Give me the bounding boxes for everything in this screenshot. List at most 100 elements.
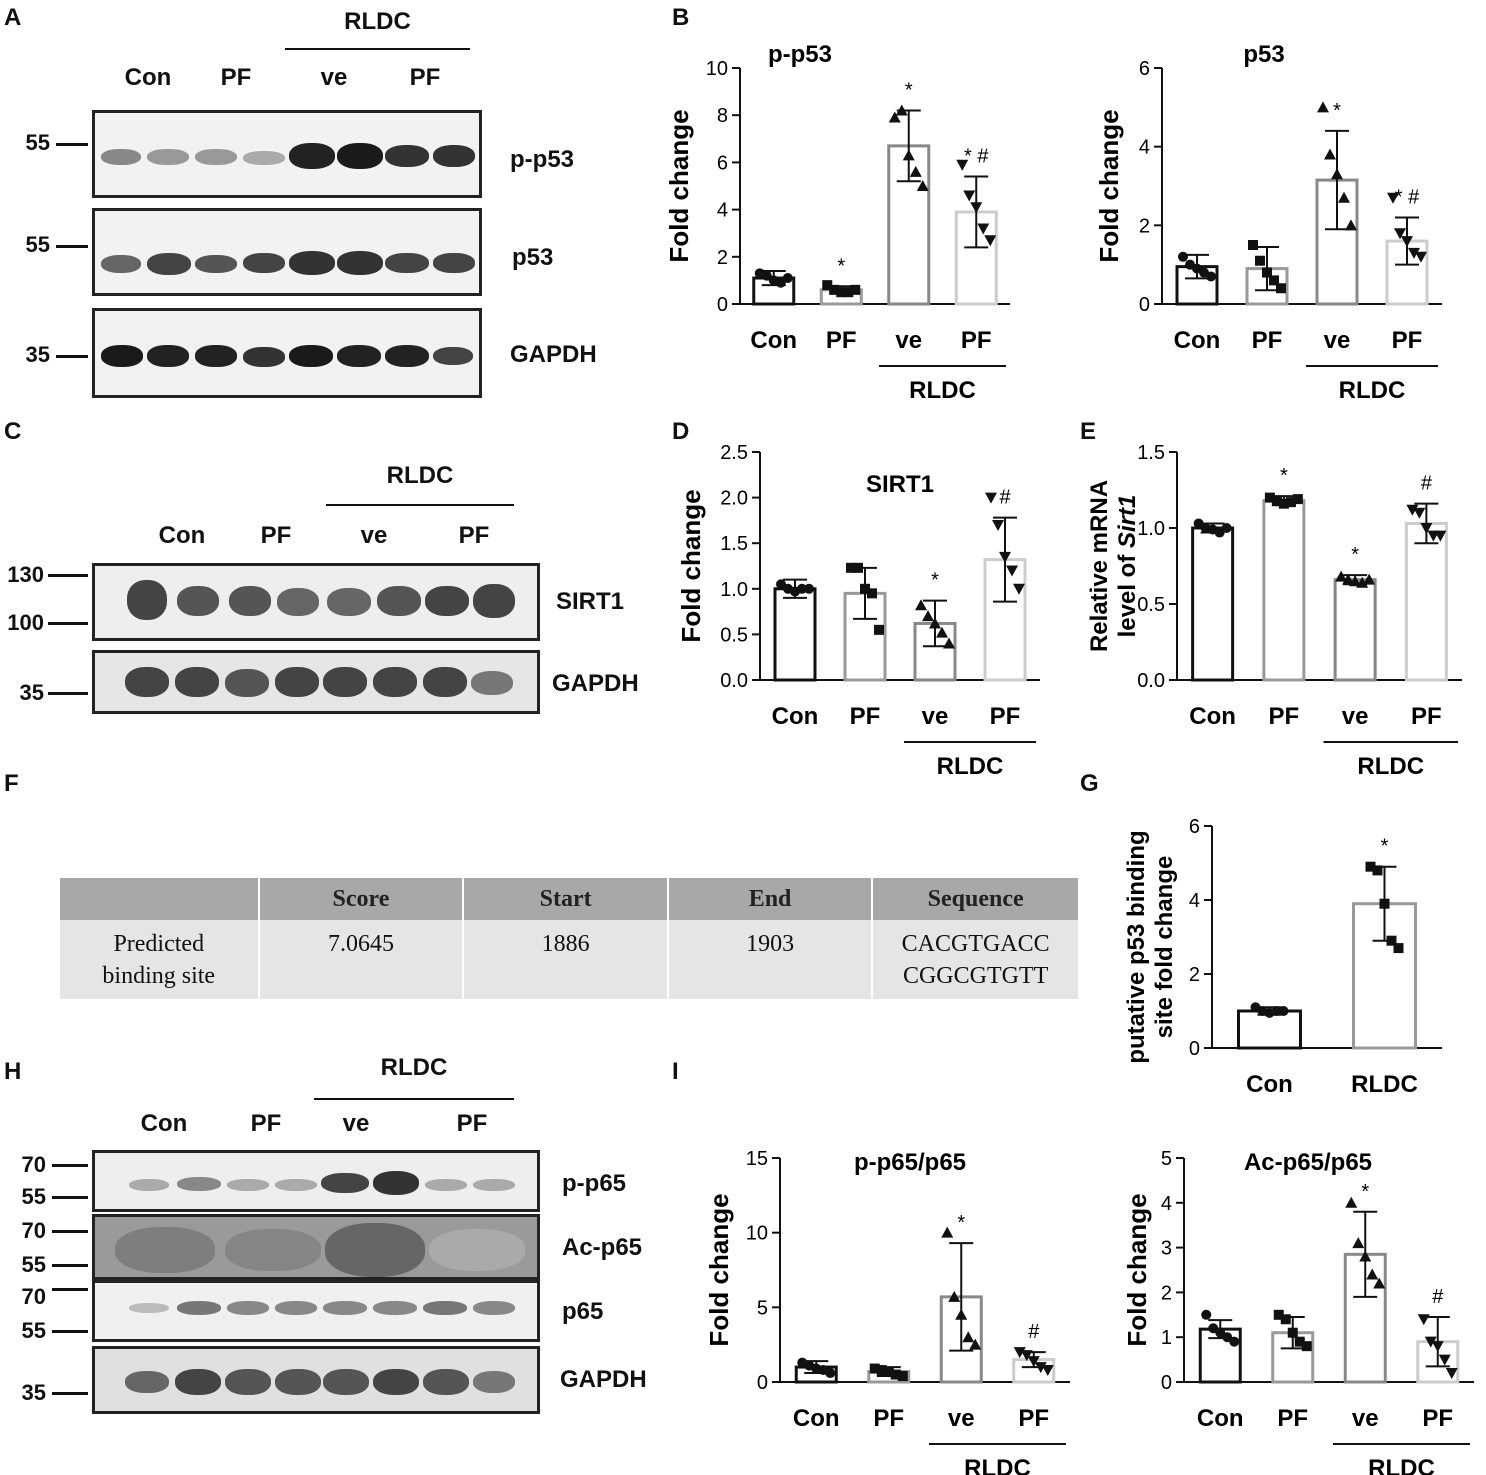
band (425, 1179, 467, 1191)
cell-line: binding site (102, 963, 216, 989)
data-point (962, 1331, 975, 1343)
data-point (955, 1308, 968, 1320)
band-label-p-p65: p-p65 (562, 1170, 627, 1197)
chart-p53-binding: 0 2 4 6 putative p53 bindingsite fold change… (1123, 816, 1442, 1098)
y-tick-label: 1.5 (1137, 442, 1165, 464)
mw-marker: 55 (21, 1318, 46, 1343)
data-point (761, 270, 772, 281)
band (325, 1223, 425, 1277)
y-tick-label: 0.5 (1137, 594, 1165, 616)
data-point (897, 1371, 908, 1382)
chart-title: p53 (1243, 41, 1284, 68)
mw-marker: 55 (25, 130, 50, 155)
band-label-gapdh: GAPDH (510, 341, 597, 368)
lane-label-pf-rldc: PF (409, 64, 441, 91)
data-point (1408, 247, 1420, 259)
category-label: PF (1392, 327, 1423, 354)
data-point (943, 637, 955, 649)
data-point (1201, 1309, 1212, 1320)
y-tick-label: 5 (1161, 1148, 1172, 1170)
data-point (1294, 1336, 1305, 1347)
band (289, 345, 333, 367)
mw-tick (48, 622, 88, 625)
data-point (1352, 1237, 1365, 1249)
category-label: ve (1324, 327, 1351, 354)
y-tick-label: 0 (1139, 294, 1150, 316)
y-tick-label: 6 (717, 152, 728, 174)
y-tick-label: 0.0 (720, 670, 748, 692)
y-tick-label: 3 (1161, 1238, 1172, 1260)
significance-mark: * (1280, 465, 1288, 487)
band (195, 255, 237, 273)
y-tick-label: 0 (757, 1372, 768, 1394)
y-tick-label: 1.0 (720, 579, 748, 601)
table-header: End (667, 878, 874, 920)
category-label: PF (990, 703, 1021, 730)
blot-ac-p65 (92, 1214, 540, 1280)
mw-marker: 70 (21, 1218, 46, 1243)
data-point (929, 617, 941, 629)
data-point (1269, 275, 1279, 286)
band (321, 1173, 369, 1193)
data-point (867, 588, 877, 599)
data-point (1415, 251, 1427, 263)
y-tick-label: 0 (1161, 1372, 1172, 1394)
y-tick-label: 0.5 (720, 624, 748, 646)
category-label: Con (793, 1405, 840, 1432)
significance-mark: * (1381, 836, 1389, 858)
data-point (1255, 255, 1265, 266)
chart-p-p65-p65: 0 5 10 15 Fold change p-p65/p65 Con PF * ve # PF RLD… (704, 1148, 1070, 1475)
y-tick-label: 5 (757, 1297, 768, 1319)
significance-mark: * (1351, 544, 1359, 566)
chart-title: Ac-p65/p65 (1244, 1149, 1372, 1176)
y-tick-label: 6 (1139, 58, 1150, 80)
panel-label-f: F (4, 770, 19, 797)
data-point (985, 492, 997, 504)
lane-label-pf: PF (250, 1110, 282, 1137)
band (385, 145, 429, 167)
band (337, 251, 383, 275)
data-point (1406, 504, 1419, 516)
band (377, 586, 421, 616)
mw-marker: 35 (19, 680, 44, 705)
group-label: RLDC (1368, 1455, 1435, 1475)
band (195, 345, 237, 367)
mw-marker: 35 (25, 342, 50, 367)
band (423, 667, 467, 697)
data-point (850, 284, 861, 295)
data-point (1420, 523, 1433, 534)
chart-title: p-p65/p65 (854, 1149, 966, 1176)
mw-marker: 70 (21, 1284, 46, 1309)
y-axis-label: putative p53 bindingsite fold change (1123, 830, 1178, 1063)
data-point (936, 626, 948, 638)
y-axis-label: Fold change (1122, 1193, 1152, 1346)
mw-tick (52, 1392, 88, 1395)
lane-label-pf: PF (260, 522, 292, 549)
group-label: RLDC (937, 753, 1004, 780)
mw-tick (52, 1330, 88, 1333)
data-point (969, 1338, 982, 1350)
category-label: PF (1422, 1405, 1453, 1432)
data-point (1013, 1347, 1026, 1359)
band (275, 1369, 321, 1395)
category-label: ve (948, 1405, 975, 1432)
band (175, 667, 219, 697)
data-point (1292, 494, 1303, 505)
rldc-label: RLDC (344, 8, 411, 35)
table-header: Start (463, 878, 669, 920)
rldc-label: RLDC (386, 462, 454, 489)
data-point (1034, 1362, 1047, 1374)
data-point (1020, 1350, 1033, 1362)
band (129, 1303, 169, 1313)
bar (1404, 521, 1448, 682)
y-tick-label: 4 (1161, 1193, 1172, 1215)
band (243, 347, 285, 367)
data-point (1394, 228, 1406, 240)
band (101, 149, 141, 165)
band (101, 345, 143, 367)
bar (1271, 1331, 1315, 1384)
category-label: Con (1197, 1405, 1244, 1432)
band (473, 1179, 515, 1191)
y-tick-label: 2 (1189, 964, 1200, 986)
band (323, 667, 367, 697)
